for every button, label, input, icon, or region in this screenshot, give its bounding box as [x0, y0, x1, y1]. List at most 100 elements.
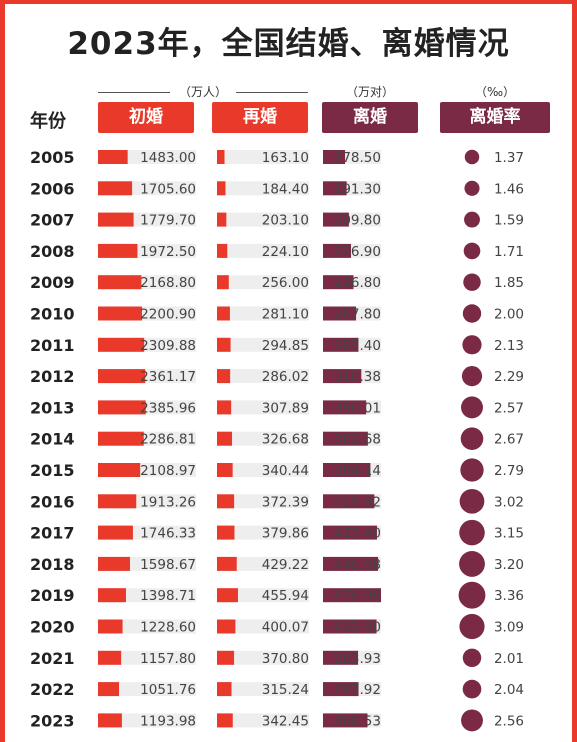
bar-track — [217, 369, 309, 384]
bar-track — [217, 181, 309, 196]
year-label: 2018 — [30, 555, 75, 574]
value-label-re: 342.45 — [262, 713, 309, 729]
value-label-divorce: 350.01 — [334, 400, 381, 416]
value-label-re: 455.94 — [262, 588, 309, 604]
bar-first — [98, 713, 122, 728]
rate-dot — [464, 180, 480, 196]
bar-track — [217, 682, 309, 697]
bar-re — [217, 713, 233, 728]
bar-first — [98, 463, 141, 477]
value-label-first: 2361.17 — [140, 369, 196, 385]
value-label-divorce: 191.30 — [334, 181, 381, 197]
rate-dot — [464, 149, 480, 165]
value-label-divorce: 446.08 — [334, 557, 381, 573]
value-label-re: 400.07 — [262, 620, 309, 636]
bar-first — [98, 306, 143, 321]
value-label-rate: 3.02 — [494, 494, 524, 510]
value-label-divorce: 209.80 — [334, 213, 381, 229]
value-label-rate: 1.71 — [494, 244, 524, 260]
year-label: 2016 — [30, 492, 75, 511]
bar-divorce — [323, 400, 367, 415]
value-label-re: 286.02 — [262, 369, 309, 385]
bar-track — [217, 494, 309, 509]
bar-divorce — [323, 619, 377, 634]
value-label-divorce: 470.06 — [334, 588, 381, 604]
year-label: 2021 — [30, 649, 75, 668]
bar-divorce — [323, 212, 349, 227]
value-label-re: 184.40 — [262, 181, 309, 197]
bar-first — [98, 212, 134, 227]
bar-track — [217, 650, 309, 665]
bar-re — [217, 525, 235, 540]
bar-track — [217, 306, 309, 321]
bar-re — [217, 588, 238, 603]
rate-dot — [459, 613, 485, 640]
value-label-first: 1598.67 — [140, 557, 196, 573]
value-label-divorce: 246.80 — [334, 275, 381, 291]
value-label-divorce: 267.80 — [334, 307, 381, 323]
bar-re — [217, 619, 236, 634]
value-label-rate: 2.13 — [494, 338, 524, 354]
value-label-rate: 3.20 — [494, 557, 524, 573]
bar-divorce — [323, 337, 359, 352]
year-label: 2015 — [30, 461, 75, 480]
rate-dot — [462, 648, 482, 668]
bar-first — [98, 556, 130, 571]
header-remarriage: 再婚 — [212, 102, 308, 133]
bar-track — [217, 275, 309, 290]
rate-dot — [463, 273, 481, 291]
bar-divorce — [323, 463, 371, 477]
right-border — [572, 0, 577, 742]
value-label-first: 1972.50 — [140, 244, 196, 260]
header-divorce: 离婚 — [322, 102, 418, 133]
bar-divorce — [323, 682, 359, 697]
bar-re — [217, 682, 232, 697]
year-label: 2022 — [30, 680, 75, 699]
value-label-divorce: 287.40 — [334, 338, 381, 354]
value-label-divorce: 363.68 — [334, 432, 381, 448]
value-label-first: 1705.60 — [140, 181, 196, 197]
bar-track — [98, 650, 196, 665]
bar-track — [217, 337, 309, 352]
left-border — [0, 0, 5, 742]
header-year: 年份 — [30, 111, 66, 132]
value-label-first: 1051.76 — [140, 682, 196, 698]
bar-re — [217, 275, 229, 290]
rate-dot — [460, 458, 484, 482]
value-label-re: 163.10 — [262, 150, 309, 166]
bar-divorce — [323, 243, 352, 258]
bar-re — [217, 463, 233, 477]
value-label-re: 294.85 — [262, 338, 309, 354]
bar-first — [98, 400, 146, 415]
bar-track — [217, 556, 309, 571]
value-label-divorce: 178.50 — [334, 150, 381, 166]
rate-dot — [460, 427, 484, 450]
value-label-rate: 1.46 — [494, 181, 524, 197]
value-label-re: 315.24 — [262, 682, 309, 698]
year-label: 2005 — [30, 148, 75, 167]
bar-first — [98, 682, 120, 697]
year-label: 2008 — [30, 242, 75, 261]
value-label-rate: 1.59 — [494, 213, 524, 229]
year-label: 2006 — [30, 179, 75, 198]
rate-dot — [462, 679, 482, 699]
bar-track — [217, 713, 309, 728]
bar-re — [217, 494, 235, 509]
rate-dot — [459, 519, 485, 546]
bar-track — [217, 463, 309, 477]
value-label-first: 2200.90 — [140, 307, 196, 323]
bar-track — [217, 525, 309, 540]
bar-divorce — [323, 275, 354, 290]
header-first-marriage: 初婚 — [98, 102, 194, 133]
value-label-divorce: 384.14 — [334, 463, 381, 479]
bar-divorce — [323, 494, 375, 509]
bar-track — [217, 588, 309, 603]
value-label-divorce: 283.93 — [334, 651, 381, 667]
year-label: 2012 — [30, 367, 75, 386]
bar-first — [98, 369, 146, 384]
bar-divorce — [323, 181, 347, 196]
bar-first — [98, 650, 122, 665]
bar-first — [98, 275, 142, 290]
bar-first — [98, 150, 128, 164]
bar-re — [217, 212, 227, 227]
